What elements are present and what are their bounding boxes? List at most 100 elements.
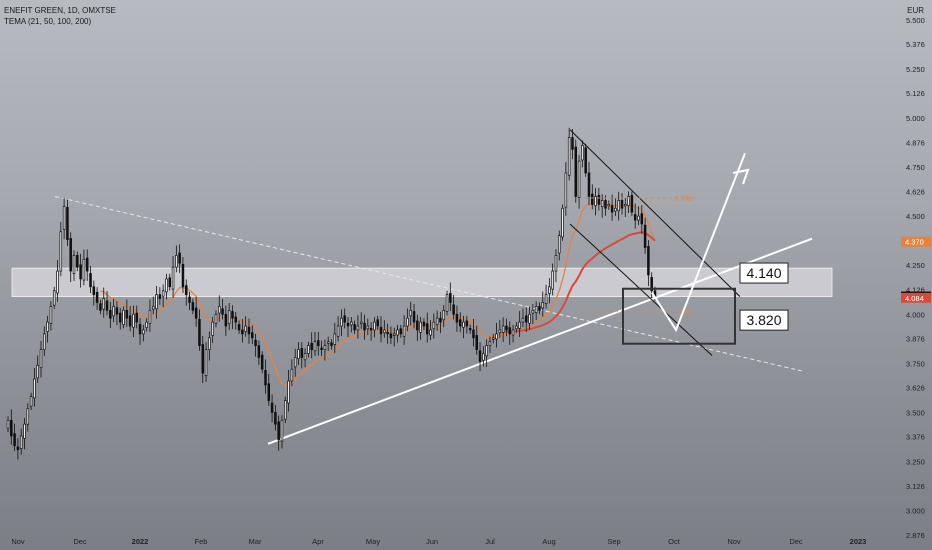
candle-body [208, 337, 211, 350]
target-box [622, 287, 736, 345]
candle-body [544, 294, 548, 305]
candle-body [330, 342, 333, 347]
candle-body [359, 321, 363, 325]
y-tick-label: 3.250 [906, 457, 925, 466]
candle-body [227, 309, 231, 325]
candle-body [138, 324, 142, 335]
candle-body [85, 257, 89, 272]
x-tick-label: 2023 [850, 537, 867, 546]
candle-body [591, 193, 594, 205]
candle-body [392, 333, 396, 336]
x-tick-label: Aug [542, 537, 555, 546]
candle-body [99, 303, 102, 311]
candle-body [280, 419, 284, 442]
candle-body [488, 341, 492, 347]
candle-body [379, 326, 383, 335]
y-tick-label: 4.250 [906, 261, 925, 270]
candle-body [508, 327, 512, 335]
candle-body [439, 317, 442, 323]
candle-body [577, 160, 581, 199]
candle-body [564, 172, 568, 208]
candle-body [184, 285, 188, 295]
candle-body [218, 306, 221, 314]
candle-body [478, 350, 482, 362]
candle-body [425, 323, 429, 335]
candle-body [587, 172, 591, 197]
x-tick-label: Nov [727, 537, 741, 546]
candle-body [260, 354, 264, 370]
candle-body [452, 304, 455, 315]
candle-body [221, 308, 224, 315]
candle-body [151, 306, 155, 310]
candle-body [429, 329, 432, 336]
candle-body [79, 264, 82, 280]
candle-body [538, 306, 541, 311]
x-tick-label: Apr [312, 537, 324, 546]
candle-body [373, 321, 376, 331]
candle-body [518, 321, 521, 329]
callout-lower-text: 3.820 [746, 312, 781, 328]
tema-long-line [503, 231, 656, 333]
candle-body [610, 205, 614, 213]
candle-body [161, 290, 165, 297]
candle-body [442, 309, 445, 321]
candle-body [297, 349, 300, 359]
candle-body [399, 328, 403, 335]
y-tick-label: 5.376 [906, 40, 925, 49]
candle-body [333, 333, 337, 345]
candle-body [19, 435, 23, 449]
candle-body [214, 313, 218, 324]
candle-body [135, 312, 138, 323]
candle-body [376, 319, 379, 327]
candle-body [356, 325, 360, 331]
candle-body [548, 286, 551, 294]
candle-body [607, 203, 611, 207]
candle-body [346, 322, 350, 327]
price-tag [901, 292, 931, 303]
y-tick-label: 3.000 [906, 507, 925, 516]
projection-arrowhead-icon [732, 168, 750, 185]
candle-body [501, 325, 505, 333]
candle-body [66, 207, 69, 241]
candle-body [241, 329, 244, 335]
candle-body [145, 321, 148, 328]
candle-body [49, 306, 53, 324]
candle-body [419, 321, 422, 333]
x-tick-label: Jul [485, 537, 495, 546]
candle-body [234, 316, 238, 323]
candle-body [485, 345, 488, 357]
candle-body [458, 319, 462, 327]
price-tag-label: 4.084 [905, 294, 924, 303]
x-tick-label: Jun [426, 537, 438, 546]
candle-body [201, 344, 205, 374]
candle-body [125, 309, 129, 319]
candle-body [402, 325, 406, 337]
candle-body [472, 329, 475, 339]
candle-body [52, 290, 56, 306]
candle-body [303, 353, 307, 361]
candle-body [541, 302, 545, 309]
candle-body [26, 408, 30, 425]
candle-body [194, 307, 198, 319]
candle-body [534, 306, 538, 314]
x-tick-label: Mar [249, 537, 262, 546]
y-tick-label: 5.250 [906, 65, 925, 74]
candle-body [198, 319, 201, 347]
channel-upper-line [569, 129, 741, 297]
candle-body [254, 339, 257, 347]
candle-body [293, 357, 297, 368]
currency-label: EUR [907, 6, 924, 15]
candle-body [59, 231, 63, 272]
candle-body [175, 255, 178, 268]
x-tick-label: May [366, 537, 380, 546]
candle-body [465, 320, 469, 327]
candle-body [614, 207, 617, 212]
candle-body [640, 213, 644, 225]
candle-body [188, 296, 191, 303]
x-tick-label: Feb [195, 537, 208, 546]
candle-body [624, 203, 627, 207]
candle-body [317, 340, 320, 347]
y-tick-label: 4.750 [906, 163, 925, 172]
y-tick-label: 3.126 [906, 482, 925, 491]
